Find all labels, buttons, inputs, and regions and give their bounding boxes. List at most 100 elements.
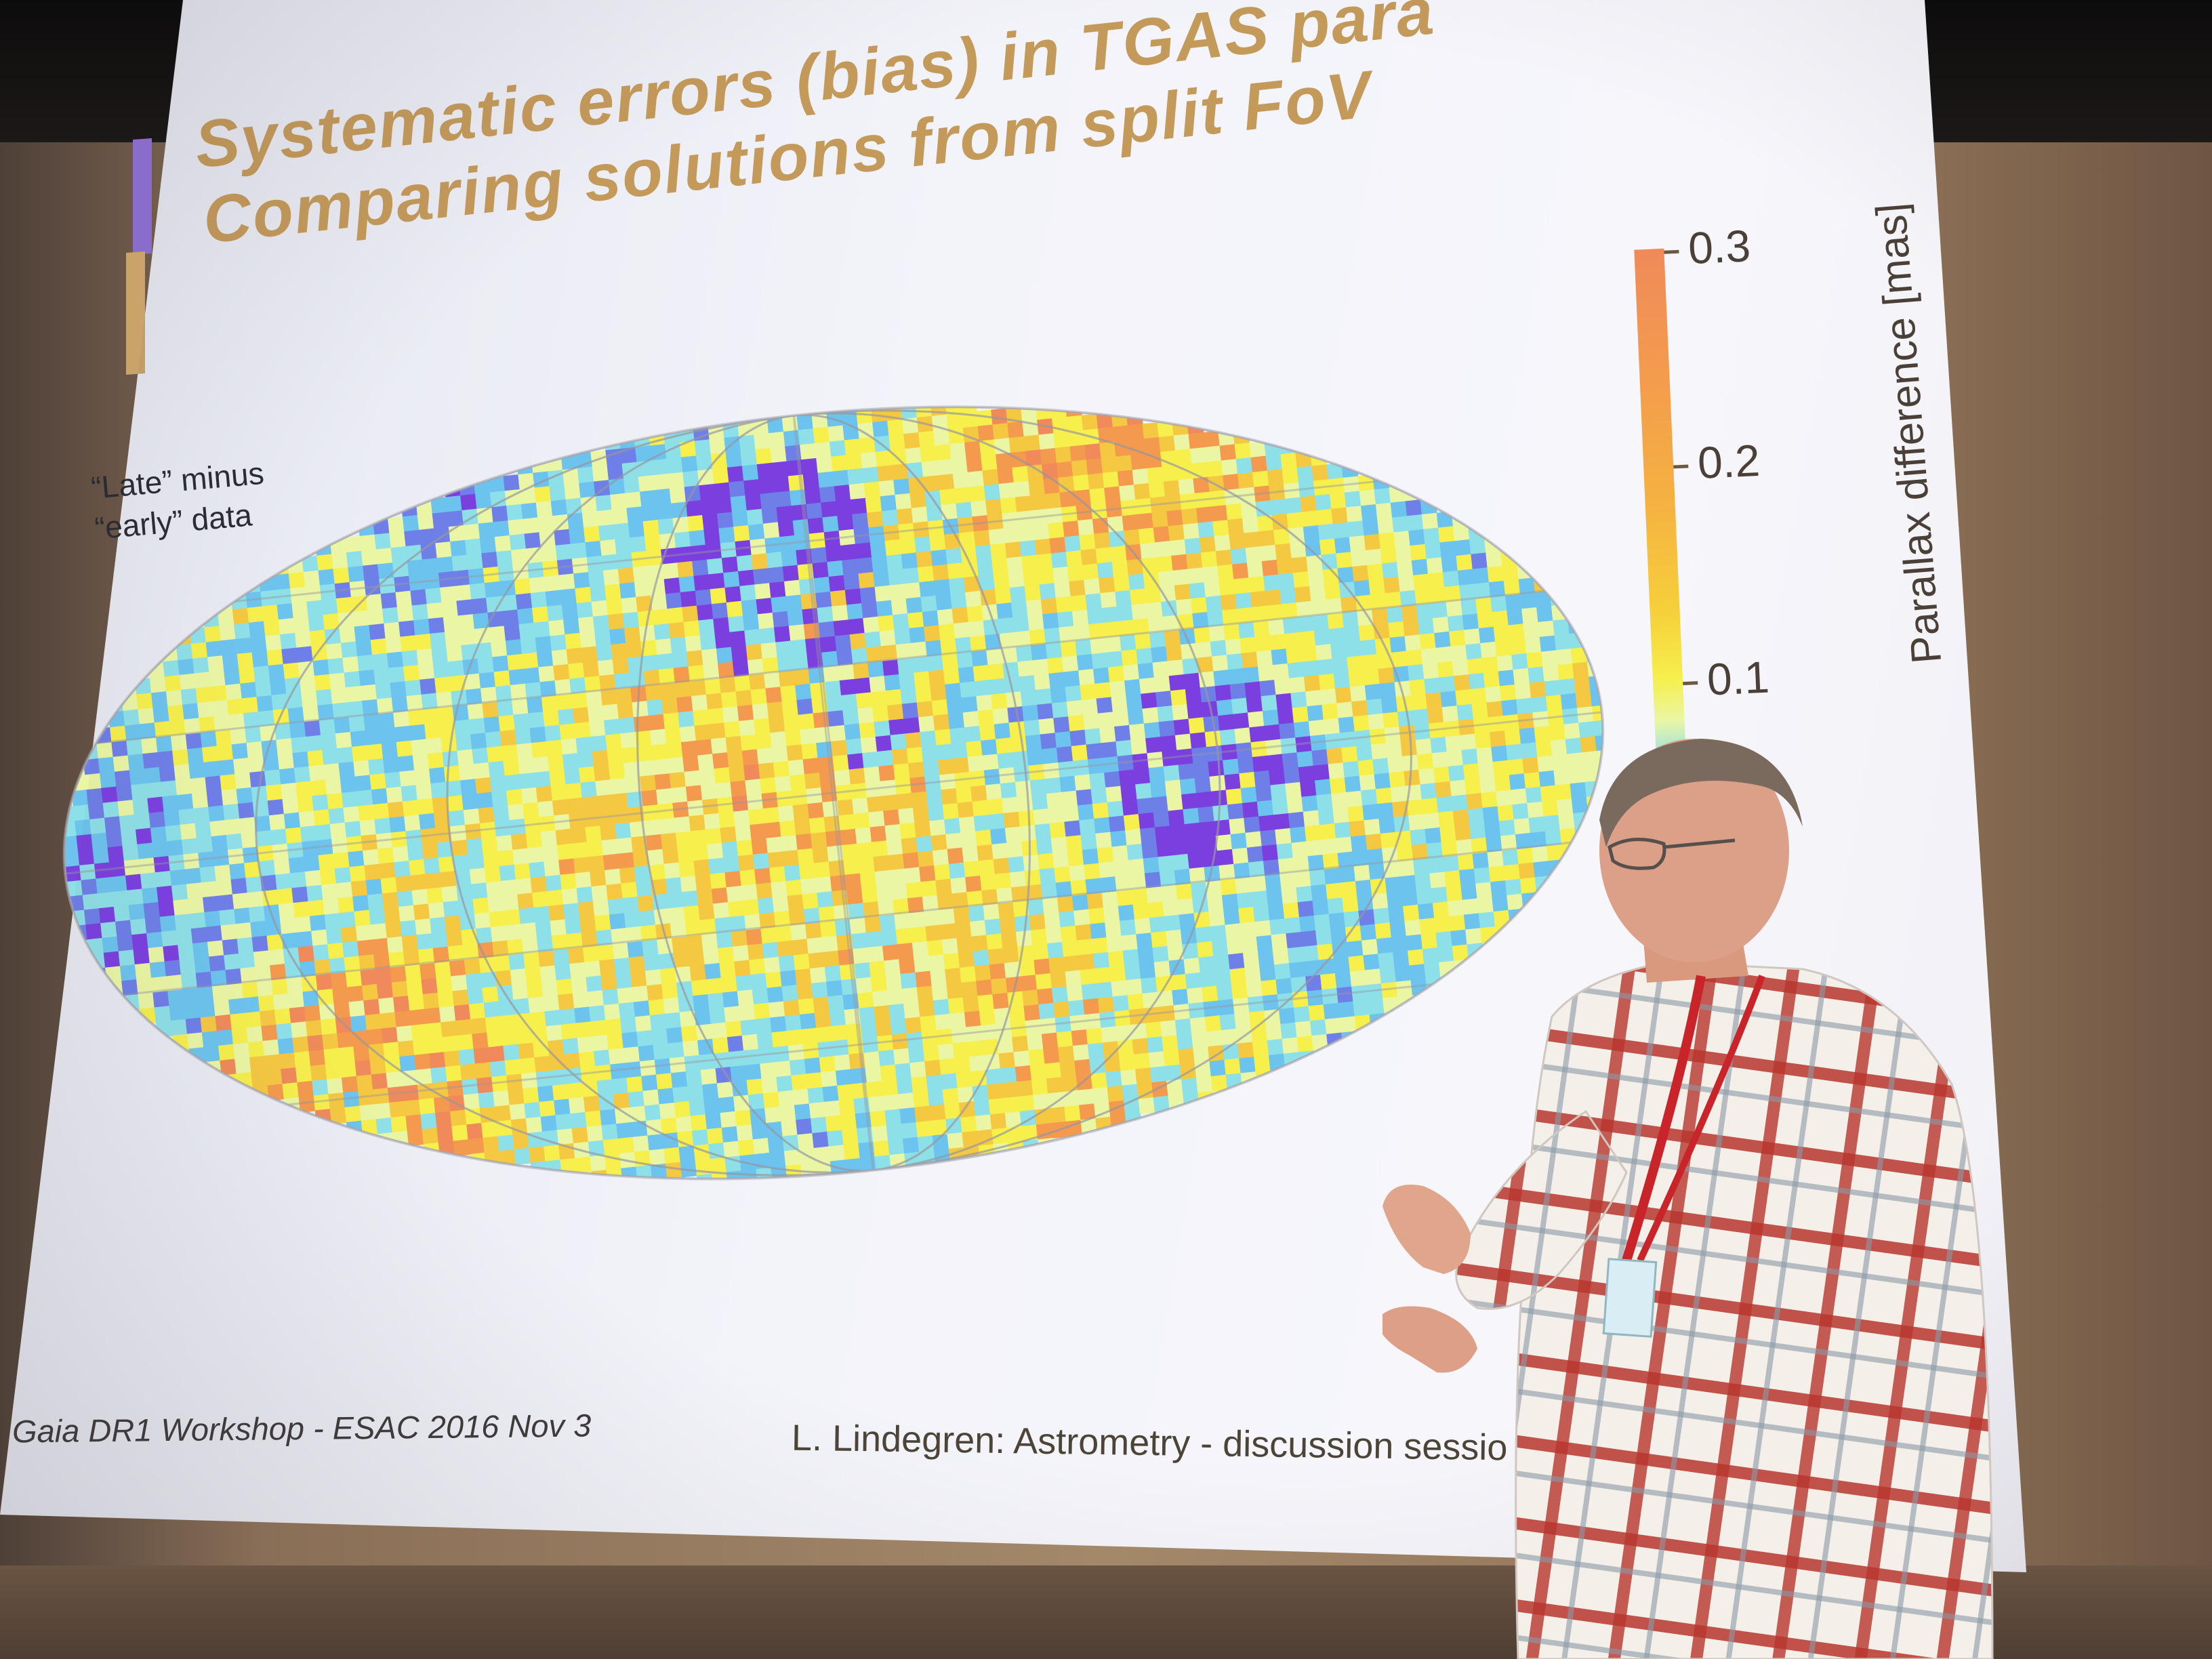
sky-map-pixel <box>1124 678 1142 697</box>
sky-map-pixel <box>1013 765 1031 783</box>
sky-map-pixel <box>1028 764 1046 781</box>
sky-map-pixel <box>529 861 546 879</box>
sky-map-pixel <box>152 991 170 1008</box>
sky-map-pixel <box>659 533 677 550</box>
sky-map-pixel <box>1150 496 1168 514</box>
sky-map-pixel <box>575 736 593 754</box>
sky-map-pixel <box>1538 770 1556 787</box>
sky-map-pixel <box>407 994 426 1012</box>
sky-map-pixel <box>571 1126 589 1144</box>
sky-map-pixel <box>1207 610 1225 628</box>
sky-map-pixel <box>562 468 580 486</box>
sky-map-pixel <box>754 718 771 735</box>
sky-map-pixel <box>369 1058 387 1076</box>
sky-map-pixel <box>324 628 342 646</box>
sky-map-pixel <box>790 489 807 507</box>
sky-map-pixel <box>1092 951 1111 970</box>
sky-map-pixel <box>912 941 930 958</box>
sky-map-pixel <box>1130 1023 1148 1040</box>
sky-map-pixel <box>216 744 234 762</box>
sky-map-pixel <box>763 956 781 974</box>
sky-map-pixel <box>1004 1111 1023 1129</box>
sky-map-pixel <box>699 918 717 936</box>
sky-map-pixel <box>737 854 756 872</box>
sky-map-pixel <box>437 991 455 1008</box>
sky-map-pixel <box>1440 691 1458 708</box>
sky-map-pixel <box>585 540 602 558</box>
sky-map-pixel <box>909 911 926 929</box>
sky-map-pixel <box>506 1073 524 1091</box>
sky-map-pixel <box>495 684 513 703</box>
sky-map-pixel <box>478 806 495 824</box>
sky-map-pixel <box>357 939 375 957</box>
sky-map-pixel <box>1111 410 1128 428</box>
sky-map-pixel <box>1050 552 1069 569</box>
sky-map-pixel <box>81 878 98 896</box>
sky-map-pixel <box>329 822 348 840</box>
sky-map-pixel <box>928 954 946 972</box>
sky-map-pixel <box>644 684 663 702</box>
sky-map-pixel <box>1462 898 1479 916</box>
sky-map-pixel <box>960 396 977 414</box>
sky-map-pixel <box>903 1002 921 1019</box>
sky-map-pixel <box>596 794 614 812</box>
sky-map-pixel <box>1381 846 1399 864</box>
sky-map-pixel <box>896 1078 914 1095</box>
sky-map-pixel <box>636 460 654 478</box>
sky-map-pixel <box>933 429 951 447</box>
sky-map-pixel <box>823 665 840 683</box>
sky-map-pixel <box>844 588 863 606</box>
sky-map-pixel <box>1056 1031 1074 1048</box>
sky-map-pixel <box>1467 657 1484 676</box>
sky-map-pixel <box>1122 663 1141 682</box>
sky-map-pixel <box>991 693 1008 710</box>
sky-map-pixel <box>754 433 771 451</box>
sky-map-pixel <box>1000 497 1018 514</box>
sky-map-pixel <box>312 659 330 677</box>
sky-map-pixel <box>565 782 583 800</box>
sky-map-pixel <box>307 750 325 767</box>
sky-map-pixel <box>462 793 479 811</box>
sky-map-pixel <box>1177 898 1195 916</box>
sky-map-pixel <box>493 955 511 972</box>
sky-map-pixel <box>505 924 523 941</box>
sky-map-pixel <box>1330 642 1348 660</box>
sky-map-pixel <box>736 554 754 572</box>
sky-map-pixel <box>468 1002 486 1020</box>
sky-map-pixel <box>588 1005 607 1023</box>
sky-map-pixel <box>1493 625 1511 642</box>
sky-map-pixel <box>983 769 1002 786</box>
sky-map-pixel <box>1456 554 1473 571</box>
sky-map-pixel <box>1396 560 1414 578</box>
sky-map-pixel <box>284 677 302 695</box>
sky-map-pixel <box>935 444 952 462</box>
sky-map-pixel <box>1023 854 1040 872</box>
sky-map-pixel <box>304 585 323 602</box>
sky-map-pixel <box>558 1143 576 1161</box>
sky-map-pixel <box>1011 885 1029 903</box>
sky-map-pixel <box>1043 477 1061 495</box>
sky-map-pixel <box>1238 621 1256 640</box>
sky-map-pixel <box>281 782 298 800</box>
sky-map-pixel <box>1282 1037 1299 1054</box>
sky-map-pixel <box>173 899 190 916</box>
sky-map-pixel <box>626 791 644 808</box>
sky-map-pixel <box>741 749 760 766</box>
sky-map-pixel <box>1138 1097 1155 1115</box>
sky-map-pixel <box>761 507 779 525</box>
sky-map-pixel <box>619 867 637 884</box>
sky-map-pixel <box>610 493 628 510</box>
sky-map-pixel <box>916 701 934 718</box>
sky-map-pixel <box>1193 761 1210 779</box>
sky-map-pixel <box>1404 919 1422 937</box>
sky-map-pixel <box>693 859 711 877</box>
sky-map-pixel <box>245 876 263 894</box>
sky-map-pixel <box>1292 706 1309 724</box>
sky-map-pixel <box>891 463 909 481</box>
sky-map-pixel <box>914 536 932 554</box>
sky-map-pixel <box>1201 985 1219 1003</box>
sky-map-pixel <box>1296 466 1314 483</box>
sky-map-pixel <box>880 495 897 512</box>
sky-map-pixel <box>1238 907 1256 924</box>
sky-map-pixel <box>476 507 494 525</box>
